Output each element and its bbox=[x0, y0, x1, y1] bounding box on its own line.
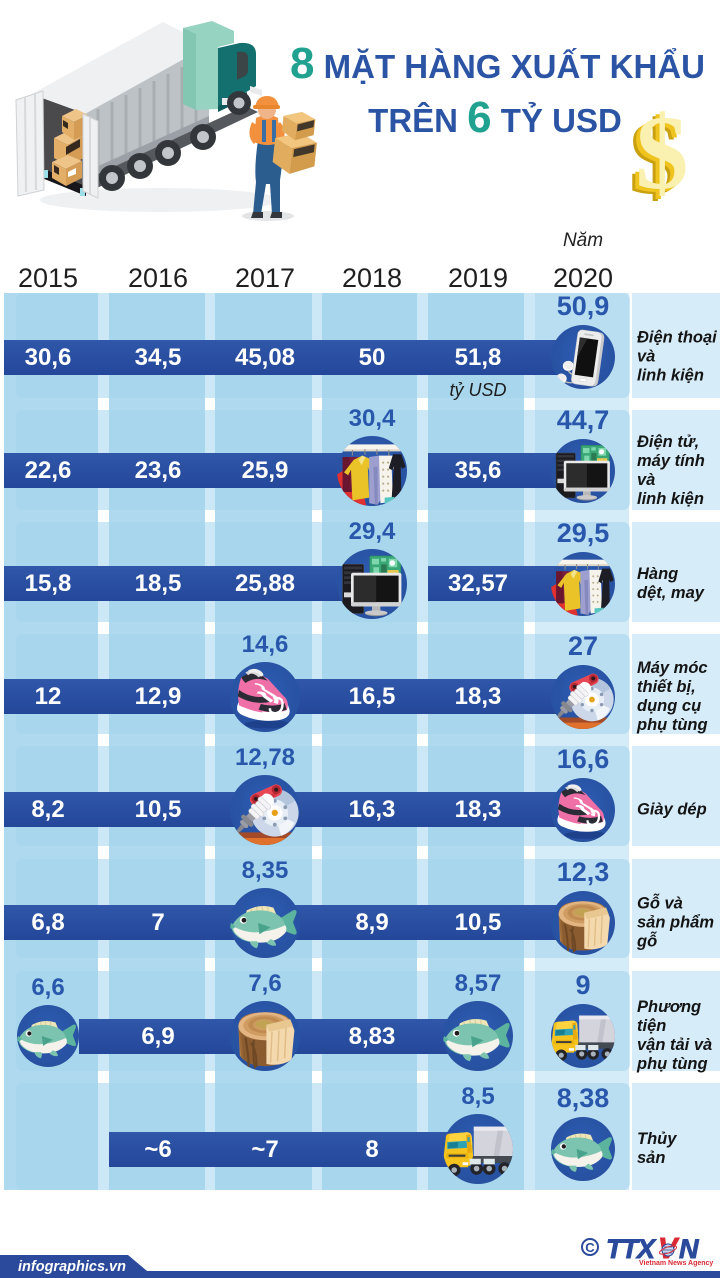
svg-text:$: $ bbox=[629, 100, 682, 212]
svg-text:N: N bbox=[679, 1234, 699, 1264]
svg-text:$: $ bbox=[636, 100, 689, 211]
svg-text:Vietnam News Agency: Vietnam News Agency bbox=[639, 1260, 713, 1267]
svg-text:C: C bbox=[585, 1240, 595, 1255]
svg-text:TTX: TTX bbox=[606, 1234, 657, 1264]
svg-text:$: $ bbox=[632, 100, 685, 212]
